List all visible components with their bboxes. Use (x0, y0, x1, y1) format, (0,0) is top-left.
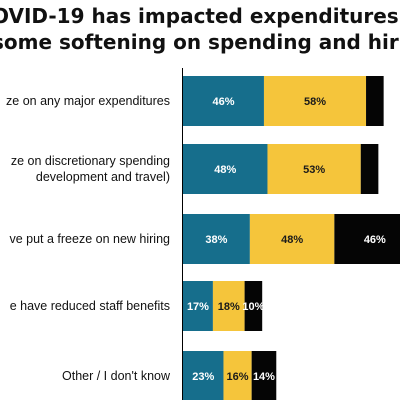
bar-segment-3-row-1 (366, 76, 384, 126)
chart-title-line-2: some softening on spending and hiri (0, 30, 400, 54)
bar-segment-1-row-1 (183, 76, 264, 126)
category-label-2-line-1: ze on discretionary spending (10, 154, 170, 168)
data-label-2-row-2: 53% (303, 164, 325, 176)
category-label-2: ze on discretionary spending development … (0, 153, 170, 185)
bar-segment-2-row-5 (223, 351, 252, 400)
bar-segment-1-row-5 (183, 351, 224, 400)
data-label-2-row-3: 48% (281, 234, 303, 246)
data-label-3-row-3: 46% (364, 234, 386, 246)
chart-title-line-1: OVID-19 has impacted expenditures (0, 4, 399, 28)
bar-segment-1-row-2 (183, 144, 268, 194)
category-label-5: Other / I don't know (0, 368, 170, 384)
bar-segment-2-row-4 (212, 281, 245, 331)
bar-segment-3-row-4 (244, 281, 263, 331)
category-label-1-line-1: ze on any major expenditures (6, 94, 170, 108)
data-label-1-row-3: 38% (205, 234, 227, 246)
bar-segment-3-row-3 (334, 214, 400, 264)
data-label-2-row-5: 16% (227, 371, 249, 383)
category-label-4: e have reduced staff benefits (0, 298, 170, 314)
bar-segment-1-row-4 (183, 281, 213, 331)
bar-segment-3-row-2 (360, 144, 379, 194)
data-label-1-row-5: 23% (192, 371, 214, 383)
category-label-3-line-1: ve put a freeze on new hiring (9, 232, 170, 246)
bar-segment-3-row-5 (251, 351, 277, 400)
bar-segment-1-row-3 (183, 214, 250, 264)
data-label-3-row-5: 14% (253, 371, 275, 383)
category-label-4-line-1: e have reduced staff benefits (9, 299, 170, 313)
bar-segment-2-row-3 (249, 214, 335, 264)
data-label-2-row-4: 18% (218, 301, 240, 313)
chart-title: OVID-19 has impacted expenditures some s… (0, 3, 400, 55)
data-label-3-row-4: 10% (242, 301, 264, 313)
category-label-3: ve put a freeze on new hiring (0, 231, 170, 247)
data-label-1-row-1: 46% (212, 96, 234, 108)
data-label-2-row-1: 58% (304, 96, 326, 108)
bar-segment-2-row-1 (263, 76, 367, 126)
data-label-1-row-2: 48% (214, 164, 236, 176)
data-label-1-row-4: 17% (187, 301, 209, 313)
category-label-5-line-1: Other / I don't know (62, 369, 170, 383)
category-label-1: ze on any major expenditures (0, 93, 170, 109)
bar-segment-2-row-2 (267, 144, 361, 194)
category-label-2-line-2: development and travel) (35, 170, 170, 184)
category-axis-line (182, 68, 183, 400)
